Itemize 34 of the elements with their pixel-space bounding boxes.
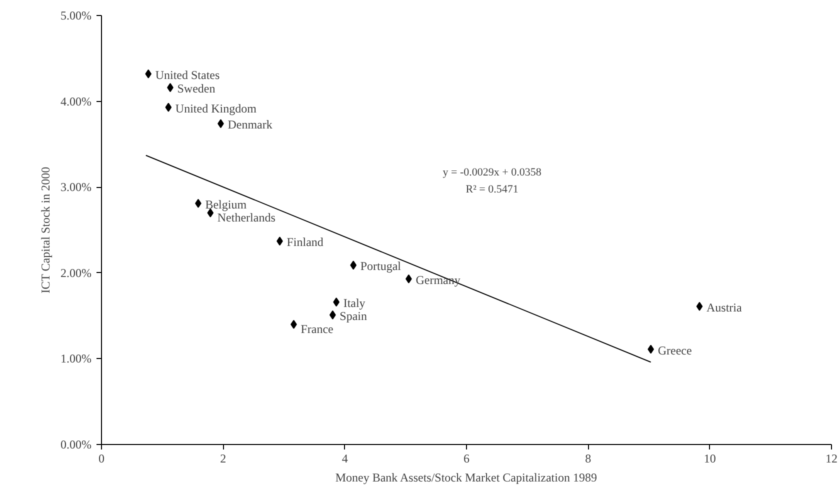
annotation: United States bbox=[155, 68, 220, 82]
annotation: Spain bbox=[340, 308, 368, 323]
annotation: Greece bbox=[658, 343, 692, 358]
annotation: France bbox=[300, 322, 334, 336]
y-tick-label: 1.00% bbox=[60, 352, 92, 366]
annotation: Italy bbox=[343, 296, 366, 310]
x-tick-label: 6 bbox=[464, 452, 470, 466]
annotation: Netherlands bbox=[217, 210, 276, 224]
annotation: Denmark bbox=[228, 118, 272, 132]
point bbox=[165, 102, 172, 112]
annotation: y = -0.0029x + 0.0358 bbox=[442, 166, 542, 179]
annotation: United Kingdom bbox=[175, 101, 258, 116]
x-tick-label: 10 bbox=[704, 452, 716, 466]
annotation: R² = 0.5471 bbox=[466, 184, 518, 196]
y-tick-label: 0.00% bbox=[60, 438, 92, 452]
y-tick-label: 4.00% bbox=[60, 94, 92, 108]
x-tick-label: 2 bbox=[220, 452, 226, 466]
point bbox=[350, 260, 357, 270]
annotation: Sweden bbox=[177, 82, 216, 96]
annotation: Finland bbox=[286, 235, 324, 250]
y-axis-title: ICT Capital Stock in 2000 bbox=[38, 166, 53, 294]
annotation: Belgium bbox=[205, 197, 248, 212]
point bbox=[696, 302, 703, 311]
point bbox=[145, 69, 152, 78]
x-axis-title: Money Bank Assets/Stock Market Capitalization 1989 bbox=[335, 470, 597, 484]
y-tick-label: 5.00% bbox=[60, 8, 92, 22]
x-tick-label: 0 bbox=[98, 452, 104, 466]
x-tick-label: 4 bbox=[342, 452, 348, 466]
y-tick-label: 3.00% bbox=[60, 180, 92, 194]
annotation: Portugal bbox=[360, 259, 402, 274]
y-tick-label: 2.00% bbox=[60, 266, 92, 280]
x-tick-label: 8 bbox=[585, 452, 592, 466]
x-tick-label: 12 bbox=[826, 452, 838, 466]
annotation: Austria bbox=[706, 300, 742, 314]
